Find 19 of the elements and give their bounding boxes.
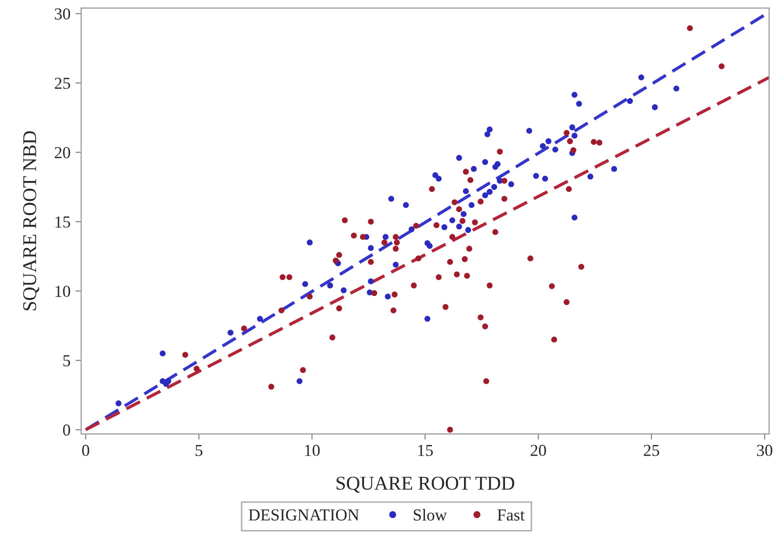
y-axis-title: SQUARE ROOT NBD (23, 131, 40, 310)
x-axis-title: SQUARE ROOT TDD (336, 476, 514, 493)
x-tick-label: 5 (196, 444, 202, 456)
y-tick-label: 20 (54, 147, 70, 158)
x-tick-label: 0 (82, 444, 90, 456)
legend-title: DESIGNATION (248, 509, 359, 521)
y-tick-label: 5 (63, 355, 70, 366)
x-tick-label: 25 (644, 444, 660, 456)
y-tick-label: 30 (54, 8, 70, 20)
y-tick-label: 0 (63, 424, 70, 436)
x-tick-label: 10 (305, 444, 320, 456)
x-tick-label: 15 (418, 444, 433, 456)
y-tick-label: 25 (54, 78, 70, 89)
x-tick-label: 20 (530, 444, 546, 456)
legend-label: Slow (414, 508, 447, 521)
x-tick-label: 30 (757, 444, 772, 456)
legend-label: Fast (497, 510, 525, 521)
y-tick-label: 10 (56, 286, 70, 297)
y-tick-label: 15 (56, 216, 70, 228)
